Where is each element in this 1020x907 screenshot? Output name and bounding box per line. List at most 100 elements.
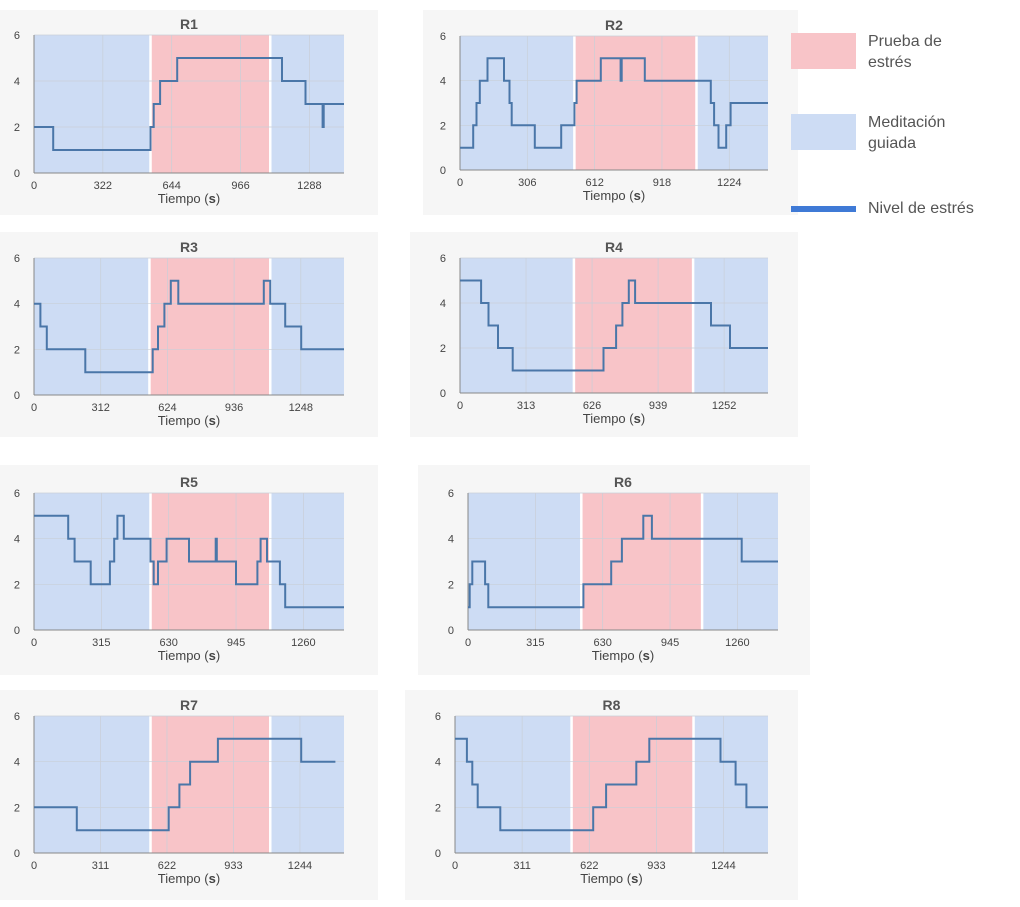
y-tick-label: 2 [435,802,441,814]
x-tick-label: 312 [92,402,110,414]
x-tick-label: 311 [92,860,110,872]
chart-r3: 0 312 624 936 1248 0 2 4 6 R3 Tiempo (s) [0,232,378,437]
x-axis-label: Tiempo (s) [158,871,220,886]
x-tick-label: 624 [158,402,176,414]
x-tick-label: 0 [31,860,37,872]
x-tick-label: 918 [653,177,671,189]
x-tick-label: 1252 [712,400,736,412]
y-tick-label: 2 [440,343,446,355]
y-tick-label: 2 [14,344,20,356]
x-tick-label: 945 [227,637,245,649]
x-tick-label: 0 [31,402,37,414]
y-tick-label: 0 [14,168,20,180]
x-tick-label: 0 [452,860,458,872]
chart-panel-r2: 0 306 612 918 1224 0 2 4 6 R2 Tiempo (s) [423,10,798,215]
chart-panel-r8: 0 311 622 933 1244 0 2 4 6 R8 Tiempo (s) [405,690,798,900]
legend-swatch-stress-test [791,33,856,69]
chart-panel-r5: 0 315 630 945 1260 0 2 4 6 R5 Tiempo (s) [0,465,378,675]
y-tick-label: 4 [14,299,20,311]
x-tick-label: 1260 [725,637,749,649]
series-line-stress-level [34,57,344,151]
y-tick-label: 6 [14,488,20,500]
x-tick-label: 622 [158,860,176,872]
series-line-stress-level [34,279,344,374]
y-tick-label: 6 [440,253,446,265]
x-tick-label: 1244 [288,860,312,872]
y-tick-label: 4 [14,757,20,769]
y-tick-label: 2 [14,802,20,814]
x-tick-label: 612 [585,177,603,189]
region-meditation [270,493,344,630]
y-tick-label: 6 [448,488,454,500]
legend-swatch-meditation [791,114,856,150]
x-axis-label: Tiempo (s) [580,871,642,886]
chart-panel-r1: 0 322 644 966 1288 0 2 4 6 R1 Tiempo (s) [0,10,378,215]
x-tick-label: 939 [649,400,667,412]
y-tick-label: 2 [448,579,454,591]
region-meditation [34,35,151,173]
region-stress-test [581,493,703,630]
x-tick-label: 933 [224,860,242,872]
y-tick-label: 4 [14,534,20,546]
chart-r6: 0 315 630 945 1260 0 2 4 6 R6 Tiempo (s) [418,465,810,675]
x-tick-label: 306 [518,177,536,189]
x-axis-label: Tiempo (s) [592,648,654,663]
y-tick-label: 0 [448,625,454,637]
region-stress-test [149,258,271,395]
x-tick-label: 1224 [717,177,741,189]
x-axis-label: Tiempo (s) [158,191,220,206]
legend-swatch-stress-level [791,206,856,212]
x-axis-label: Tiempo (s) [158,648,220,663]
y-tick-label: 4 [435,757,441,769]
chart-r8: 0 311 622 933 1244 0 2 4 6 R8 Tiempo (s) [405,690,798,900]
y-tick-label: 6 [14,711,20,723]
legend-item-stress-level: Nivel de estrés [791,198,1016,222]
region-meditation [34,258,150,395]
x-tick-label: 0 [31,637,37,649]
series-line-stress-level [460,57,768,149]
chart-title: R4 [605,239,623,255]
region-meditation [270,258,344,395]
y-tick-label: 6 [435,711,441,723]
y-tick-label: 4 [440,76,446,88]
y-tick-label: 2 [14,122,20,134]
x-tick-label: 1288 [297,180,321,192]
region-meditation [34,493,151,630]
x-tick-label: 936 [225,402,243,414]
y-tick-label: 6 [14,30,20,42]
chart-title: R1 [180,16,198,32]
region-meditation [693,716,768,853]
x-tick-label: 315 [92,637,110,649]
x-tick-label: 0 [31,180,37,192]
y-tick-label: 0 [14,848,20,860]
chart-title: R2 [605,17,623,33]
region-meditation [34,716,151,853]
y-tick-label: 0 [14,390,20,402]
y-tick-label: 0 [440,388,446,400]
x-tick-label: 311 [513,860,531,872]
chart-panel-r3: 0 312 624 936 1248 0 2 4 6 R3 Tiempo (s) [0,232,378,437]
chart-r4: 0 313 626 939 1252 0 2 4 6 R4 Tiempo (s) [410,232,798,437]
series-line-stress-level [468,514,778,609]
x-tick-label: 1244 [711,860,735,872]
chart-panel-r4: 0 313 626 939 1252 0 2 4 6 R4 Tiempo (s) [410,232,798,437]
x-axis-label: Tiempo (s) [583,188,645,203]
x-axis-label: Tiempo (s) [158,413,220,428]
x-tick-label: 322 [94,180,112,192]
region-meditation [270,716,344,853]
x-tick-label: 945 [661,637,679,649]
x-tick-label: 1260 [291,637,315,649]
x-tick-label: 1248 [289,402,313,414]
chart-title: R5 [180,474,198,490]
region-meditation [460,258,574,393]
series-line-stress-level [460,279,768,372]
chart-title: R3 [180,239,198,255]
x-tick-label: 313 [517,400,535,412]
x-tick-label: 315 [526,637,544,649]
chart-panel-r6: 0 315 630 945 1260 0 2 4 6 R6 Tiempo (s) [418,465,810,675]
x-tick-label: 0 [465,637,471,649]
x-tick-label: 630 [594,637,612,649]
chart-title: R7 [180,697,198,713]
y-tick-label: 6 [14,253,20,265]
legend-label-meditation: Meditación guiada [868,114,946,152]
